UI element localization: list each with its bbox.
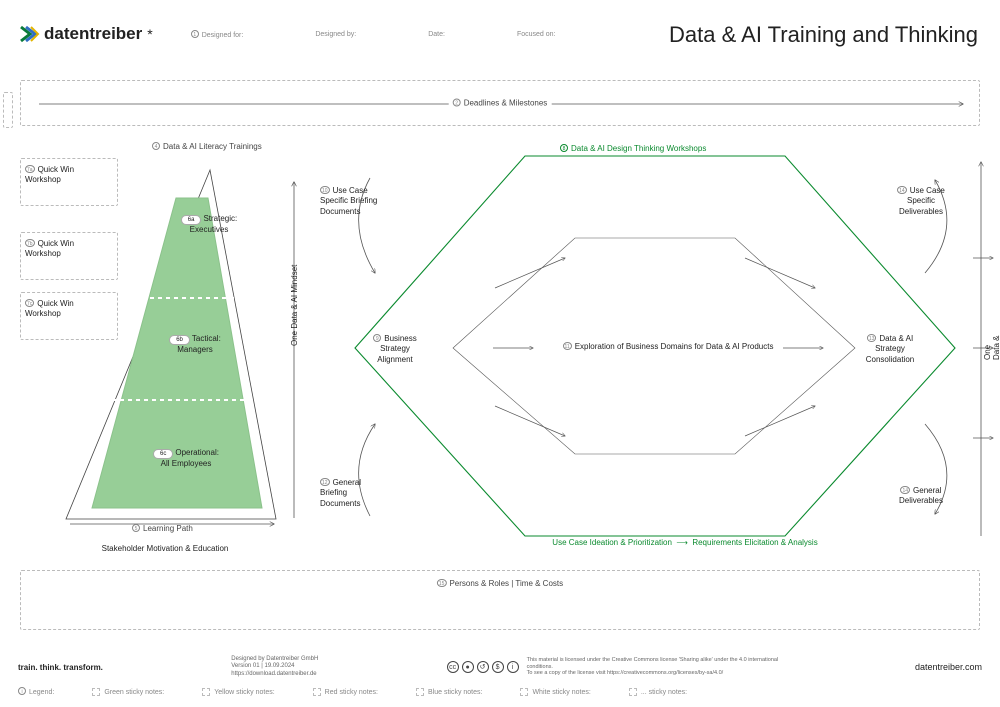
timeline-label: Deadlines & Milestones (464, 99, 548, 108)
legend-item-0: Green sticky notes: (104, 688, 164, 695)
cc-by-icon: ● (462, 661, 474, 673)
footer: train. think. transform. Designed by Dat… (0, 647, 1000, 707)
legend-item-3: Blue sticky notes: (428, 688, 482, 695)
cc-icon: cc (447, 661, 459, 673)
header: datentreiber * 1Designed for: Designed b… (0, 0, 1000, 68)
persons-label: Persons & Roles | Time & Costs (449, 579, 563, 588)
meta-designed-for: Designed for: (202, 32, 244, 39)
slogan: train. think. transform. (18, 663, 103, 672)
literacy-label: 4Data & AI Literacy Trainings (152, 142, 262, 151)
stakeholder-label: Stakeholder Motivation & Education (90, 544, 240, 553)
meta-date: Date: (428, 31, 445, 38)
footer-url: datentreiber.com (915, 662, 982, 672)
hex-flow-arrow-icon: ⟶ (674, 538, 690, 547)
legend-item-4: White sticky notes: (532, 688, 590, 695)
mindset-label: One Data & AI Mindset (290, 265, 299, 346)
tier-tactical: 6bTactical: Managers (140, 334, 250, 354)
doc-tl: 10Use Case Specific Briefing Documents (320, 186, 420, 217)
page-title: Data & AI Training and Thinking (669, 22, 978, 48)
footer-design-info: Designed by Datentreiber GmbH Version 01… (231, 656, 318, 678)
logo: datentreiber * (18, 23, 153, 45)
persons-box: 15Persons & Roles | Time & Costs (20, 570, 980, 630)
node-left: 9Business Strategy Alignment (350, 334, 440, 365)
meta-focused-on: Focused on: (517, 31, 556, 38)
tier-strategic: 6aStrategic: Executives (154, 214, 264, 234)
cc-nc-icon: $ (492, 661, 504, 673)
cc-sa-icon: ↺ (477, 661, 489, 673)
tier-operational: 6cOperational: All Employees (116, 448, 256, 468)
legend-item-1: Yellow sticky notes: (214, 688, 274, 695)
cc-license-icons: cc ● ↺ $ i (447, 661, 519, 673)
num-icon: 2 (453, 99, 461, 107)
hex-bottom-labels: Use Case Ideation & Prioritization ⟶ Req… (470, 538, 900, 547)
node-center: 11Exploration of Business Domains for Da… (548, 342, 788, 352)
legend-title: Legend: (29, 689, 54, 696)
legend-item-5: ... sticky notes: (641, 688, 687, 695)
num-icon: 1 (191, 30, 199, 38)
side-marker (3, 92, 13, 128)
doc-tr: 14Use Case Specific Deliverables (876, 186, 966, 217)
cc-info-icon: i (507, 661, 519, 673)
hex-top-label: 8Data & AI Design Thinking Workshops (560, 144, 706, 153)
brand-name: datentreiber (44, 24, 142, 44)
node-right: 13Data & AI Strategy Consolidation (848, 334, 932, 365)
footer-license-text: This material is licensed under the Crea… (527, 657, 787, 677)
legend-item-2: Red sticky notes: (325, 688, 378, 695)
logo-chevron-icon (18, 23, 40, 45)
timeline-band: 2Deadlines & Milestones (20, 80, 980, 126)
meta-designed-by: Designed by: (315, 31, 356, 38)
strategy-label: One Data & AI Strategy (983, 330, 1000, 360)
brand-star: * (147, 26, 152, 42)
legend: iLegend: Green sticky notes: Yellow stic… (18, 687, 982, 696)
header-meta: 1Designed for: Designed by: Date: Focuse… (191, 30, 556, 39)
doc-bl: 12General Briefing Documents (320, 478, 420, 509)
doc-br: 14General Deliverables (876, 486, 966, 507)
learning-path-label: 5Learning Path (132, 524, 193, 533)
